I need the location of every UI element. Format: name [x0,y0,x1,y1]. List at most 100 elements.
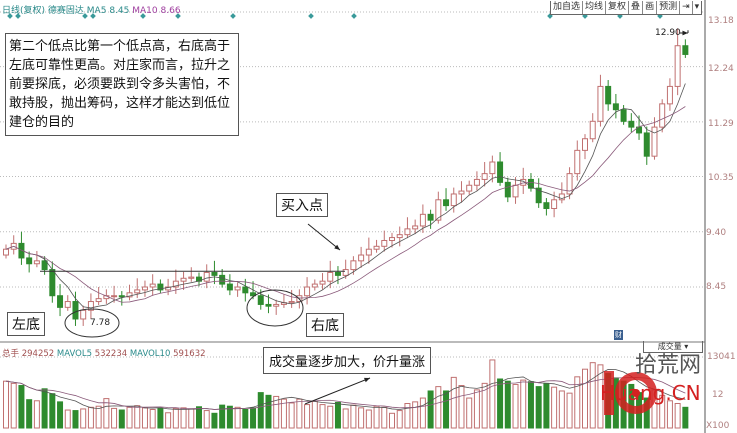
volume-rise-arrow-head [364,377,370,383]
volume-bar-up [674,403,681,429]
volume-bar-down [219,404,226,429]
candle-up [481,173,488,180]
volume-bar-up [466,397,473,429]
volume-bar-up [3,380,9,429]
high-price-arrow-head [682,30,688,36]
adjust-button[interactable]: 复权 [605,1,628,14]
volume-bar-down [265,394,272,429]
candle-down [41,260,48,271]
candle-up [404,228,411,236]
volume-bar-up [396,410,403,429]
left-bottom-label: 左底 [7,312,45,336]
candle-down [211,271,218,276]
volume-bar-up [95,405,102,429]
candle-up [304,286,311,297]
volume-bar-up [327,405,334,429]
candle-down [226,283,233,291]
volume-bar-down [527,381,534,429]
candle-up [3,248,9,256]
volume-bar-up [659,394,666,429]
volume-bar-up [304,404,311,429]
draw-button[interactable]: 画 [642,1,656,14]
candle-down [612,103,619,111]
ma10-line [5,106,686,303]
volume-bar-up [103,398,110,429]
chart-toolbar: 加自选 均线 复权 叠 画 预测 ⇥ ▾ [550,1,703,15]
candle-down [72,301,79,320]
volume-bar-up [381,406,388,429]
price-tick: 9.40 [706,228,727,238]
candle-down [682,45,689,55]
candle-up [674,45,681,87]
candle-down [605,85,612,105]
mavol5-line [5,369,686,410]
low-price-label: 7.78 [90,318,111,328]
candle-up [489,161,496,175]
volume-bar-down [257,392,264,429]
stock-name: 德赛固达 [47,6,84,16]
candle-up [365,248,372,256]
volume-bar-up [389,412,395,429]
volume-bar-up [404,403,411,429]
volume-bar-up [342,408,349,429]
volume-bar-down [242,408,249,429]
candle-up [234,286,241,291]
ma5-label: MA5 [86,6,107,16]
finance-icon[interactable]: 财 [614,330,623,340]
dropdown-icon[interactable]: ▾ [691,1,702,14]
candle-up [381,239,388,247]
volume-note-label: 成交量逐步加大，价升量涨 [263,347,432,374]
candle-up [419,213,426,227]
ma5-value: 8.45 [109,6,130,16]
volume-bar-down [57,401,64,429]
high-price-label: 12.90 [655,28,681,38]
candle-up [64,301,71,308]
candle-up [342,269,349,276]
volume-bar-up [288,402,295,429]
candle-up [358,254,365,262]
volume-bar-up [141,407,148,429]
volume-bar-down [196,406,202,429]
overlay-button[interactable]: 叠 [628,1,642,14]
candle-up [311,283,318,288]
candle-up [512,184,519,198]
candle-down [257,295,264,305]
volume-bar-up [33,400,40,429]
collapse-icon[interactable]: ⇥ [679,1,692,14]
moving-average-button[interactable]: 均线 [582,1,605,14]
candle-up [566,173,573,195]
candle-up [188,276,195,279]
add-watchlist-button[interactable]: 加自选 [553,2,581,12]
indicator-selector[interactable]: 成交量 ▾ [643,341,703,353]
volume-bar-up [365,409,372,429]
volume-bar-down [118,409,125,429]
volume-bar-up [512,383,519,429]
candle-down [427,213,434,221]
volume-bar-up [373,405,380,429]
ma10-value: 8.66 [160,6,181,16]
volume-bar-up [412,401,419,429]
volume-bar-down [443,390,450,429]
candle-up [473,178,480,186]
mavol5-value: 532234 [94,349,128,359]
candle-up [558,193,565,201]
candle-up [396,234,403,239]
volume-bar-up [566,392,573,429]
volume-bar-up [319,404,326,429]
volume-bar-down [427,390,434,429]
candle-down [242,286,249,294]
candle-down [497,161,504,183]
volume-bar-down [226,405,233,429]
candle-up [141,286,148,291]
volume-bar-up [80,408,87,429]
candle-up [203,271,210,282]
price-header: 日线(复权) 德赛固达 MA5 8.45 MA10 8.66 [2,3,181,16]
candle-up [149,283,156,288]
candle-up [172,280,179,288]
volume-bar-up [666,400,673,429]
candle-up [80,309,87,320]
candle-up [273,303,280,307]
forecast-button[interactable]: 预测 [656,1,679,14]
